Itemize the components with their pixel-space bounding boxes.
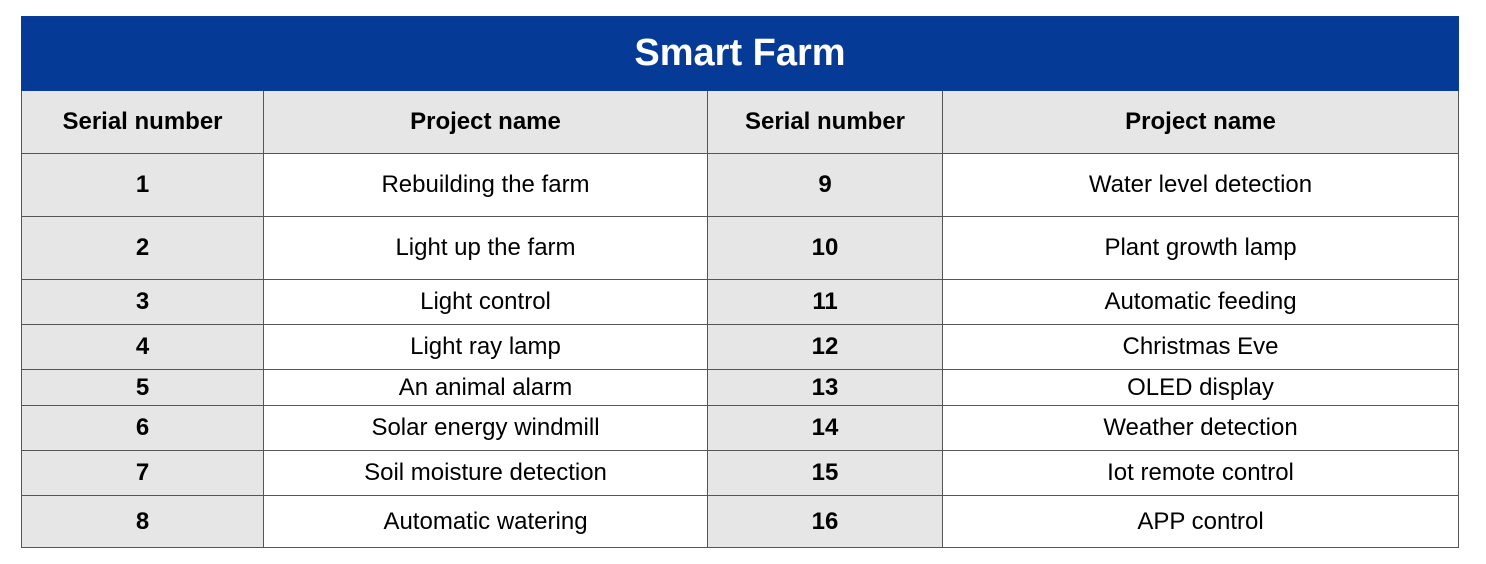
serial-cell: 12 (707, 324, 943, 370)
project-name-cell: An animal alarm (263, 369, 708, 406)
project-name-cell: APP control (941, 495, 1460, 548)
project-table: Smart Farm Serial number Project name Se… (20, 16, 1460, 548)
serial-cell: 11 (707, 279, 943, 325)
table-row: 3 Light control 11 Automatic feeding (21, 279, 1460, 325)
project-name-cell: Christmas Eve (941, 324, 1460, 370)
project-name-cell: Solar energy windmill (263, 405, 708, 451)
header-project-name-right: Project name (941, 90, 1460, 154)
serial-cell: 4 (21, 324, 264, 370)
project-name-cell: Water level detection (941, 153, 1460, 217)
serial-cell: 14 (707, 405, 943, 451)
serial-cell: 8 (21, 495, 264, 548)
table-row: 1 Rebuilding the farm 9 Water level dete… (21, 153, 1460, 217)
serial-cell: 7 (21, 450, 264, 496)
table-row: 6 Solar energy windmill 14 Weather detec… (21, 405, 1460, 451)
serial-cell: 1 (21, 153, 264, 217)
project-name-cell: Weather detection (941, 405, 1460, 451)
table-row: 5 An animal alarm 13 OLED display (21, 369, 1460, 406)
serial-cell: 5 (21, 369, 264, 406)
serial-cell: 6 (21, 405, 264, 451)
header-project-name-left: Project name (263, 90, 708, 154)
serial-cell: 15 (707, 450, 943, 496)
table-row: 4 Light ray lamp 12 Christmas Eve (21, 324, 1460, 370)
serial-cell: 2 (21, 216, 264, 280)
table-row: 2 Light up the farm 10 Plant growth lamp (21, 216, 1460, 280)
project-name-cell: Iot remote control (941, 450, 1460, 496)
header-serial-number-right: Serial number (707, 90, 943, 154)
project-name-cell: Automatic feeding (941, 279, 1460, 325)
table-row: 7 Soil moisture detection 15 Iot remote … (21, 450, 1460, 496)
table-row: 8 Automatic watering 16 APP control (21, 495, 1460, 548)
serial-cell: 16 (707, 495, 943, 548)
project-name-cell: Light ray lamp (263, 324, 708, 370)
serial-cell: 13 (707, 369, 943, 406)
project-name-cell: OLED display (941, 369, 1460, 406)
project-name-cell: Light control (263, 279, 708, 325)
table-title: Smart Farm (20, 16, 1460, 91)
project-table-sheet: Smart Farm Serial number Project name Se… (20, 16, 1460, 548)
project-name-cell: Soil moisture detection (263, 450, 708, 496)
serial-cell: 9 (707, 153, 943, 217)
project-name-cell: Light up the farm (263, 216, 708, 280)
serial-cell: 10 (707, 216, 943, 280)
serial-cell: 3 (21, 279, 264, 325)
project-name-cell: Automatic watering (263, 495, 708, 548)
project-name-cell: Rebuilding the farm (263, 153, 708, 217)
header-row: Serial number Project name Serial number… (21, 90, 1460, 154)
project-name-cell: Plant growth lamp (941, 216, 1460, 280)
header-serial-number-left: Serial number (21, 90, 264, 154)
